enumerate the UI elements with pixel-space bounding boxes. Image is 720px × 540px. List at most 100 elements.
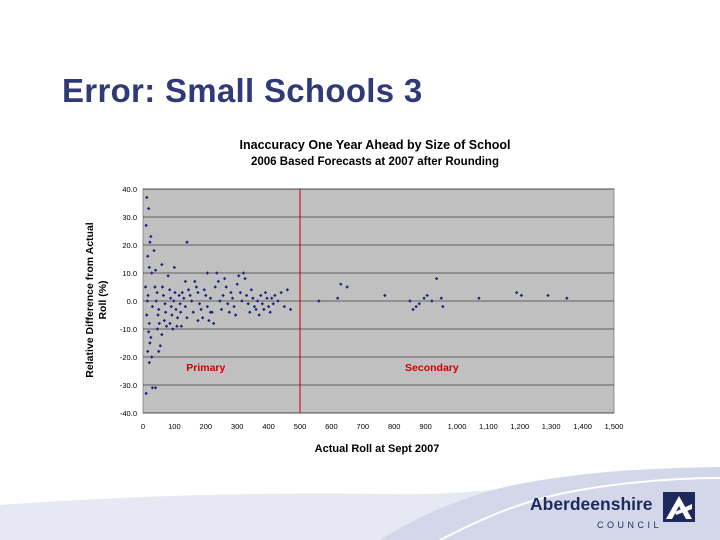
data-point: [335, 296, 340, 300]
data-point: [196, 318, 200, 323]
data-point: [153, 268, 158, 272]
data-point: [173, 290, 177, 295]
data-point: [168, 321, 172, 326]
data-point: [157, 321, 162, 326]
data-point: [172, 265, 177, 270]
data-point: [227, 310, 232, 314]
x-tick-label: 0: [141, 422, 145, 431]
data-point: [161, 293, 166, 298]
data-point: [147, 321, 151, 326]
x-tick-label: 300: [231, 422, 244, 431]
data-point: [155, 290, 159, 295]
data-point: [153, 285, 157, 289]
data-point: [178, 310, 183, 314]
data-point: [169, 304, 173, 309]
y-tick-label: 40.0: [122, 185, 137, 194]
data-point: [167, 288, 172, 292]
data-point: [439, 296, 443, 300]
data-point: [160, 332, 164, 337]
data-point: [194, 285, 199, 289]
data-point: [166, 274, 170, 278]
x-tick-label: 900: [419, 422, 432, 431]
data-point: [237, 274, 241, 278]
data-point: [246, 302, 250, 306]
data-point: [243, 276, 247, 281]
data-point: [285, 288, 290, 292]
data-point: [266, 304, 271, 309]
y-axis-label: Relative Difference from Actual: [84, 222, 96, 377]
data-point: [150, 355, 154, 359]
region-labels: Primary Secondary: [186, 362, 459, 374]
data-point: [233, 313, 238, 317]
data-point: [241, 271, 246, 275]
data-point: [202, 288, 206, 292]
data-point: [252, 304, 257, 309]
data-point: [164, 324, 169, 328]
x-tick-label: 700: [357, 422, 370, 431]
data-point: [189, 299, 194, 303]
y-tick-label: -10.0: [120, 325, 137, 334]
data-point: [205, 304, 210, 309]
data-point: [244, 293, 249, 298]
chart-subtitle: 2006 Based Forecasts at 2007 after Round…: [251, 156, 499, 168]
data-point: [519, 293, 524, 298]
data-point: [288, 307, 293, 312]
y-tick-label: 0.0: [127, 297, 137, 306]
data-point: [145, 299, 150, 303]
data-point: [260, 302, 265, 306]
data-point: [146, 206, 151, 211]
data-point: [218, 299, 222, 303]
data-point: [211, 321, 216, 326]
chart-title: Inaccuracy One Year Ahead by Size of Sch…: [240, 138, 511, 152]
data-point: [148, 341, 152, 345]
data-point: [157, 307, 161, 312]
data-point: [273, 293, 277, 298]
data-point: [425, 293, 429, 298]
footer-decoration: [0, 467, 720, 540]
data-point: [434, 276, 439, 281]
data-point: [199, 307, 203, 312]
data-point: [255, 299, 260, 303]
logo-emblem-icon: [663, 492, 695, 522]
data-point: [204, 293, 208, 298]
y-tick-label: -40.0: [120, 409, 137, 418]
data-point: [224, 285, 228, 289]
data-point: [232, 304, 236, 309]
data-point: [180, 290, 184, 295]
data-point: [160, 285, 165, 289]
data-point: [257, 313, 261, 317]
data-point: [163, 302, 167, 306]
x-tick-label: 1,200: [510, 422, 529, 431]
data-point: [248, 310, 252, 314]
data-point: [149, 335, 153, 340]
data-point: [172, 299, 176, 303]
data-point: [213, 285, 217, 289]
region-label: Primary: [186, 362, 225, 374]
data-point: [229, 290, 233, 295]
y-tick-label: -20.0: [120, 353, 137, 362]
data-point: [150, 271, 154, 275]
data-point: [174, 307, 178, 312]
data-point: [276, 299, 280, 303]
data-point: [144, 391, 148, 396]
data-point: [146, 349, 150, 354]
data-point: [170, 313, 174, 317]
data-point: [168, 296, 173, 300]
data-point: [185, 240, 189, 244]
logo-name: Aberdeenshire: [530, 494, 653, 514]
x-tick-label: 1,300: [542, 422, 561, 431]
x-tick-label: 1,100: [479, 422, 498, 431]
data-point: [271, 302, 276, 306]
x-tick-label: 500: [294, 422, 307, 431]
y-tick-labels: -40.0 -30.0 -20.0 -10.0 0.0 10.0 20.0 30.0 40.0: [120, 185, 137, 418]
data-point: [148, 240, 152, 244]
x-tick-label: 600: [325, 422, 338, 431]
data-point: [186, 288, 191, 292]
data-point: [262, 307, 266, 312]
data-point: [143, 285, 148, 289]
data-point: [152, 248, 156, 253]
data-point: [215, 271, 219, 275]
data-point: [156, 313, 160, 317]
data-point: [270, 296, 274, 300]
x-tick-label: 400: [262, 422, 275, 431]
